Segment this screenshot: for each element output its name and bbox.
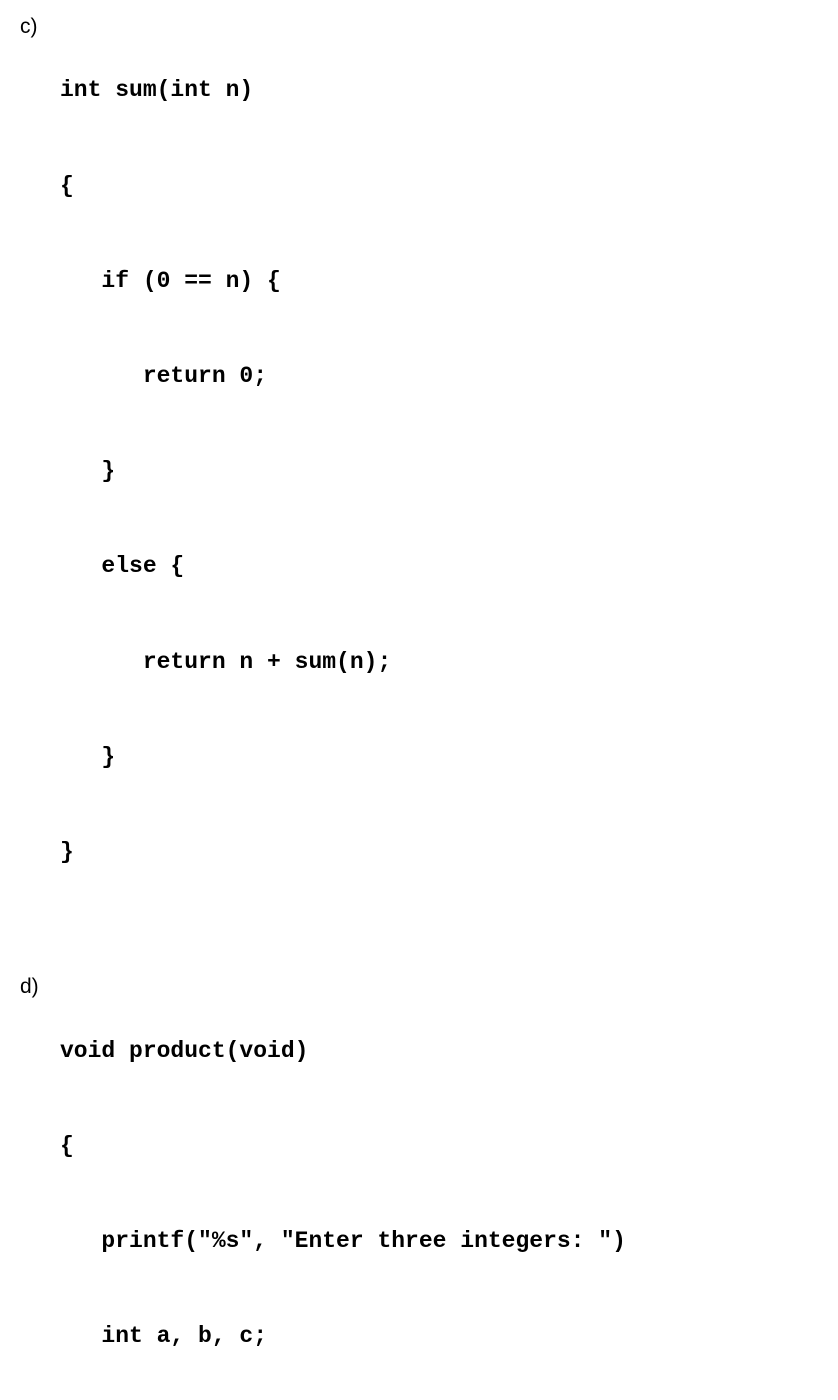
exercise-c-label: c) [20, 12, 60, 932]
code-line: { [60, 171, 391, 203]
exercise-d-code: void product(void) { printf("%s", "Enter… [60, 972, 626, 1400]
code-line: { [60, 1131, 626, 1163]
code-line: printf("%s", "Enter three integers: ") [60, 1226, 626, 1258]
exercise-c: c) int sum(int n) { if (0 == n) { return… [20, 12, 818, 932]
code-line: if (0 == n) { [60, 266, 391, 298]
code-line: int a, b, c; [60, 1321, 626, 1353]
code-line: } [60, 456, 391, 488]
code-line: } [60, 837, 391, 869]
code-line: return 0; [60, 361, 391, 393]
code-line: void product(void) [60, 1036, 626, 1068]
exercise-c-code: int sum(int n) { if (0 == n) { return 0;… [60, 12, 391, 932]
code-line: int sum(int n) [60, 75, 391, 107]
code-line: return n + sum(n); [60, 647, 391, 679]
exercise-d-label: d) [20, 972, 60, 1400]
exercise-d: d) void product(void) { printf("%s", "En… [20, 972, 818, 1400]
code-line: } [60, 742, 391, 774]
code-line: else { [60, 551, 391, 583]
